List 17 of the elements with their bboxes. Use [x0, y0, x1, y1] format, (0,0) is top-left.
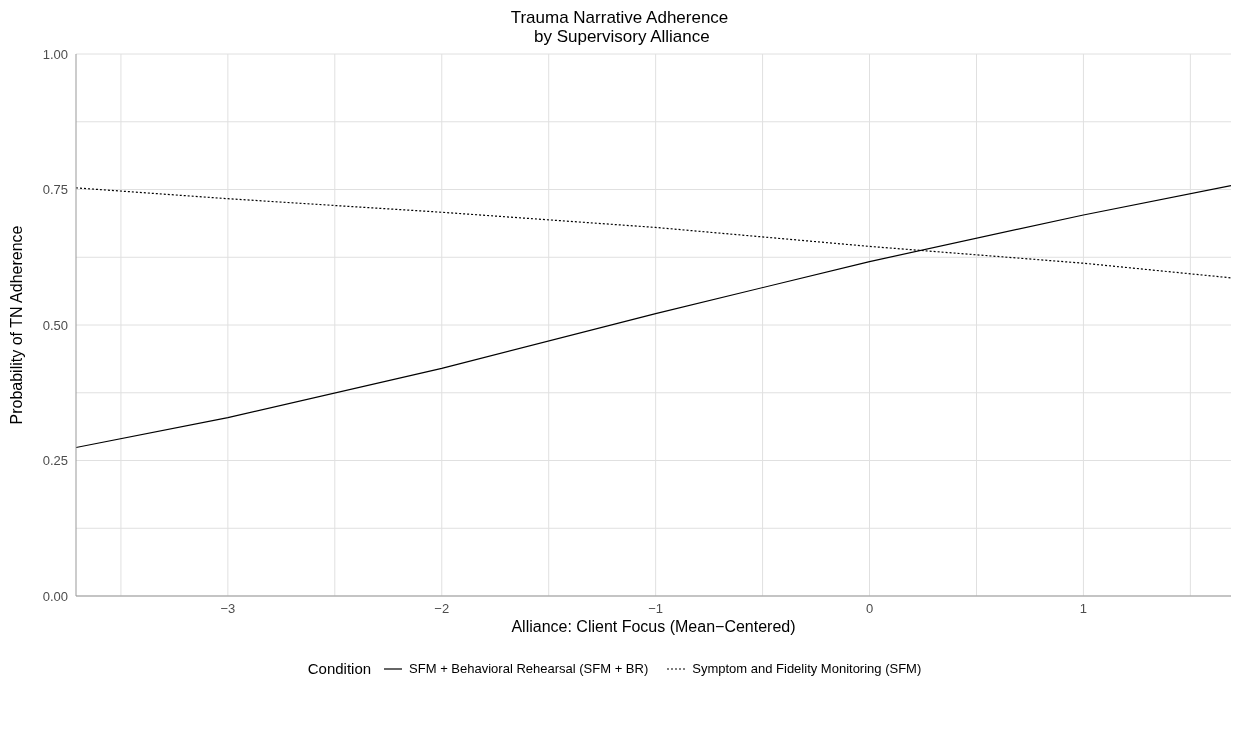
legend-label: SFM + Behavioral Rehearsal (SFM + BR) — [409, 661, 649, 676]
x-tick-label: −3 — [220, 601, 236, 617]
line-series — [76, 185, 1231, 449]
legend-label: Symptom and Fidelity Monitoring (SFM) — [692, 661, 922, 676]
y-tick-label: 1.00 — [42, 46, 68, 62]
chart-title: Trauma Narrative Adherence by Supervisory Alliance — [509, 8, 730, 46]
x-axis-title: Alliance: Client Focus (Mean−Centered) — [511, 618, 796, 635]
legend-title: Condition — [307, 660, 372, 677]
y-tick-label: 0.75 — [42, 182, 68, 198]
x-tick-label: 1 — [1079, 601, 1088, 617]
y-axis-title: Probability of TN Adherence — [7, 225, 25, 425]
y-tick-label: 0.25 — [42, 453, 68, 469]
x-tick-label: −1 — [648, 601, 664, 617]
y-tick-label: 0.50 — [42, 317, 68, 333]
x-tick-label: 0 — [865, 601, 874, 617]
x-tick-label: −2 — [434, 601, 450, 617]
y-tick-label: 0.00 — [42, 588, 68, 604]
